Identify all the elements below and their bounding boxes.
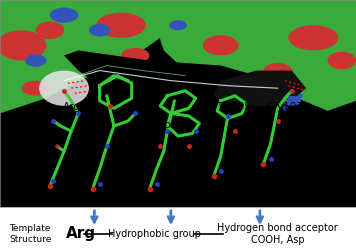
Ellipse shape (25, 54, 46, 67)
Polygon shape (64, 50, 278, 126)
Text: Arg: Arg (66, 226, 96, 241)
Ellipse shape (283, 96, 301, 106)
Ellipse shape (263, 63, 292, 78)
Ellipse shape (247, 81, 265, 91)
Text: Tyr33: Tyr33 (80, 121, 109, 131)
Text: Hydrophobic group: Hydrophobic group (108, 229, 201, 239)
Bar (0, 0, 356, 207)
Text: Gly103: Gly103 (266, 102, 303, 112)
Ellipse shape (281, 91, 303, 101)
Text: Hydrogen bond acceptor
COOH, Asp: Hydrogen bond acceptor COOH, Asp (217, 223, 338, 245)
Ellipse shape (96, 13, 146, 38)
Ellipse shape (160, 15, 231, 60)
Ellipse shape (50, 8, 78, 23)
Ellipse shape (0, 30, 46, 60)
Ellipse shape (328, 52, 356, 69)
Polygon shape (50, 88, 285, 164)
Text: Arg50: Arg50 (63, 102, 94, 112)
Bar (0, 207, 356, 252)
Ellipse shape (203, 35, 239, 55)
Text: Tyr105: Tyr105 (216, 102, 251, 112)
Ellipse shape (169, 20, 187, 30)
Polygon shape (214, 71, 306, 106)
Ellipse shape (228, 30, 306, 71)
Ellipse shape (295, 20, 356, 71)
Ellipse shape (14, 45, 71, 76)
Ellipse shape (39, 5, 89, 35)
Ellipse shape (121, 48, 150, 63)
Polygon shape (0, 0, 160, 113)
Text: Trp99: Trp99 (155, 120, 184, 130)
Polygon shape (150, 0, 356, 111)
Ellipse shape (21, 81, 50, 96)
Ellipse shape (39, 71, 89, 106)
Ellipse shape (288, 25, 338, 50)
Text: Template
Structure: Template Structure (9, 224, 51, 244)
Ellipse shape (36, 21, 64, 39)
Ellipse shape (89, 24, 110, 37)
Ellipse shape (0, 10, 61, 50)
Bar (0, 0, 356, 207)
